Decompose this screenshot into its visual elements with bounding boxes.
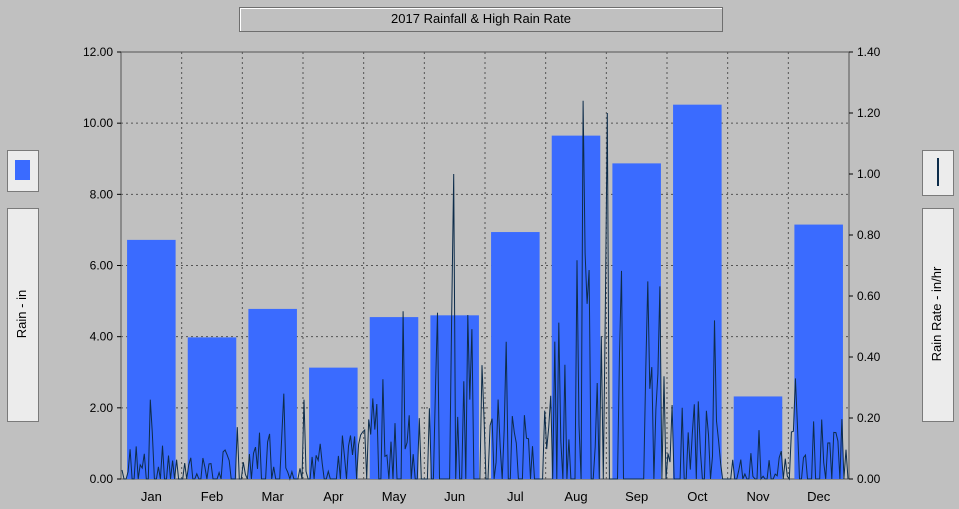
bar-jan: [127, 239, 176, 479]
y2-tick-label: 0.20: [857, 411, 881, 425]
y-tick-label: 0.00: [90, 472, 114, 486]
bar-apr: [309, 367, 358, 479]
x-tick-label: Sep: [625, 489, 648, 504]
bar-sep: [612, 163, 661, 479]
blue-bar-swatch-icon: [15, 160, 30, 180]
bar-aug: [551, 135, 601, 479]
left-axis-label-panel: Rain - in: [7, 208, 39, 422]
y-tick-label: 8.00: [90, 187, 114, 201]
x-tick-label: Aug: [564, 489, 587, 504]
x-tick-label: Mar: [261, 489, 284, 504]
x-tick-label: Nov: [746, 489, 770, 504]
y2-tick-label: 0.00: [857, 472, 881, 486]
y-tick-label: 2.00: [90, 401, 114, 415]
x-tick-label: May: [382, 489, 407, 504]
x-tick-label: Oct: [687, 489, 708, 504]
x-tick-label: Jul: [507, 489, 524, 504]
bar-jul: [491, 232, 540, 479]
right-legend-swatch: [922, 150, 954, 196]
bar-dec: [794, 224, 843, 479]
x-tick-label: Jan: [141, 489, 162, 504]
y2-tick-label: 0.40: [857, 350, 881, 364]
y2-tick-label: 0.80: [857, 228, 881, 242]
y2-tick-label: 1.20: [857, 106, 881, 120]
x-tick-label: Apr: [323, 489, 344, 504]
x-tick-label: Dec: [807, 489, 831, 504]
x-tick-label: Feb: [201, 489, 223, 504]
bar-feb: [187, 337, 237, 479]
y2-tick-label: 1.00: [857, 167, 881, 181]
rain-rate-line: [121, 100, 849, 481]
x-tick-label: Jun: [444, 489, 465, 504]
bar-mar: [248, 308, 297, 479]
y-tick-label: 10.00: [83, 116, 113, 130]
y-tick-label: 4.00: [90, 330, 114, 344]
y-tick-label: 12.00: [83, 45, 113, 59]
y2-tick-label: 0.60: [857, 289, 881, 303]
y-tick-label: 6.00: [90, 259, 114, 273]
y2-tick-label: 1.40: [857, 45, 881, 59]
rain-rate-line-icon: [937, 158, 939, 186]
right-axis-label-panel: Rain Rate - in/hr: [922, 208, 954, 422]
chart-title: 2017 Rainfall & High Rain Rate: [239, 7, 723, 32]
left-legend-swatch: [7, 150, 39, 192]
